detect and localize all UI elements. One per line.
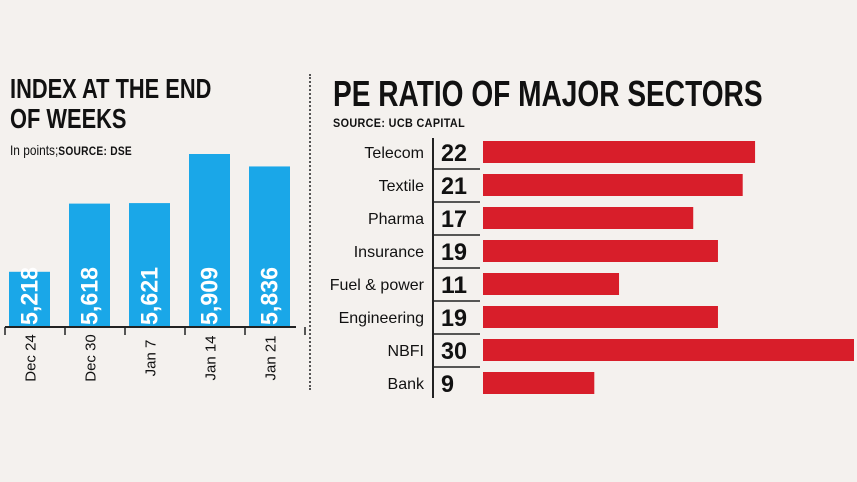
left-chart-source: SOURCE: DSE xyxy=(58,144,132,158)
pe-category-label: Fuel & power xyxy=(330,277,425,294)
pe-bar xyxy=(483,339,854,361)
index-bar-value-label: 5,836 xyxy=(257,267,284,325)
index-bar-value-label: 5,621 xyxy=(137,267,164,325)
pe-category-label: Bank xyxy=(388,376,425,393)
pe-category-label: Telecom xyxy=(364,145,424,162)
pe-ratio-bar-chart: Telecom 22 Textile 21 Pharma 17 Insurance 19 Fue… xyxy=(330,138,854,398)
chart-divider xyxy=(309,74,311,390)
pe-category-label: NBFI xyxy=(388,343,424,360)
index-bar xyxy=(69,203,110,326)
index-category-label: Jan 14 xyxy=(203,335,220,380)
pe-category-label: Engineering xyxy=(339,310,424,327)
index-bar-chart: 5,218 Dec 24 5,618 Dec 30 5,621 Jan 7 5,909 Jan… xyxy=(4,154,306,382)
index-category-label: Jan 21 xyxy=(263,335,280,380)
pe-value-label: 22 xyxy=(441,140,467,167)
pe-bar xyxy=(483,240,718,262)
index-category-label: Jan 7 xyxy=(143,340,160,377)
pe-value-label: 17 xyxy=(441,206,467,233)
index-category-label: Dec 24 xyxy=(23,334,40,382)
pe-value-label: 11 xyxy=(441,272,467,299)
right-chart-source: SOURCE: UCB CAPITAL xyxy=(333,116,466,130)
pe-category-label: Insurance xyxy=(354,244,424,261)
right-chart-title: PE RATIO OF MAJOR SECTORS xyxy=(333,73,763,114)
pe-value-label: 19 xyxy=(441,239,467,266)
index-bar-value-label: 5,218 xyxy=(17,267,44,325)
index-bar xyxy=(129,203,170,326)
pe-bar xyxy=(483,306,718,328)
pe-value-label: 30 xyxy=(441,338,467,365)
pe-bar xyxy=(483,273,620,295)
pe-bar xyxy=(483,174,743,196)
index-bar-value-label: 5,618 xyxy=(77,267,104,325)
left-chart-title: INDEX AT THE END OF WEEKS xyxy=(10,73,212,134)
pe-bar xyxy=(483,372,595,394)
index-bar xyxy=(189,154,230,326)
index-category-label: Dec 30 xyxy=(83,334,100,382)
pe-category-label: Textile xyxy=(379,178,424,195)
pe-category-label: Pharma xyxy=(368,211,424,228)
index-bar xyxy=(9,271,50,326)
pe-bar xyxy=(483,207,694,229)
pe-value-label: 9 xyxy=(441,371,454,398)
left-chart-subtitle: In points;SOURCE: DSE xyxy=(10,142,132,158)
index-bar xyxy=(249,166,290,326)
pe-bar xyxy=(483,141,756,163)
pe-value-label: 19 xyxy=(441,305,467,332)
index-bar-value-label: 5,909 xyxy=(197,267,224,325)
pe-value-label: 21 xyxy=(441,173,467,200)
left-chart-units: In points; xyxy=(10,142,59,158)
